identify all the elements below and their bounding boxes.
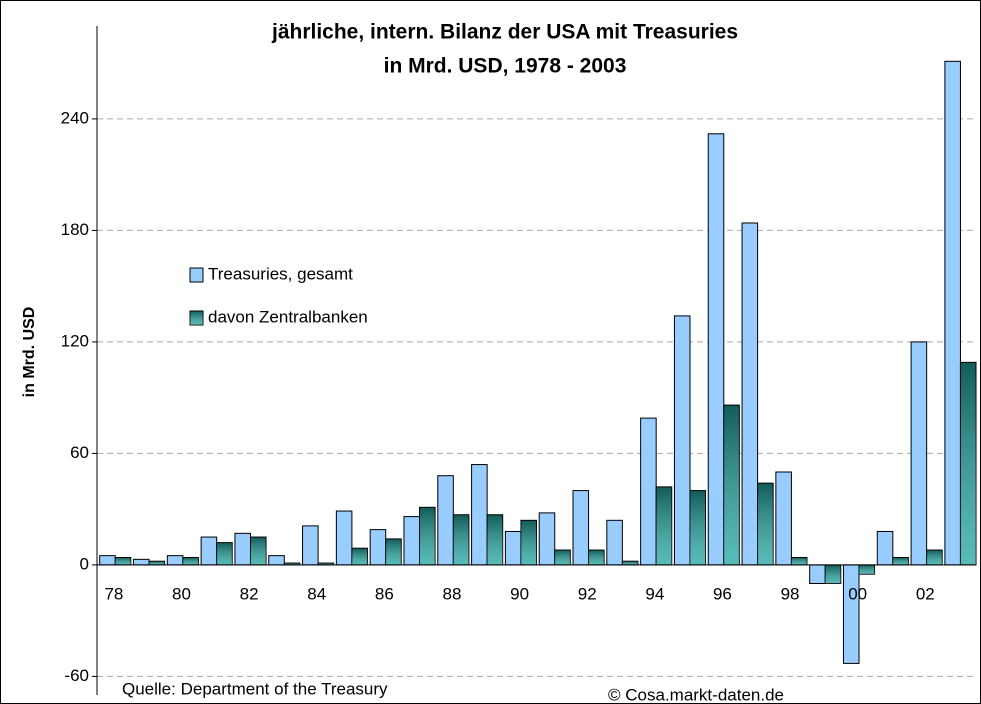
bar-shade	[757, 483, 774, 565]
bar-shade	[892, 557, 909, 565]
bar	[200, 536, 218, 566]
bar	[234, 532, 251, 566]
bar-shade	[520, 520, 537, 565]
x-tick-label: 02	[916, 584, 935, 603]
bar-shade	[588, 550, 605, 565]
bar	[335, 510, 353, 566]
bar-shade	[149, 561, 165, 565]
bar	[809, 564, 826, 585]
source-note: Quelle: Department of the Treasury	[122, 679, 388, 698]
bar	[673, 315, 691, 566]
bar-shade	[182, 557, 199, 565]
bar-shade	[791, 557, 807, 565]
legend-shade	[190, 311, 203, 325]
x-tick-label: 86	[375, 584, 394, 603]
copyright-note: © Cosa.markt-daten.de	[608, 685, 784, 704]
bar	[842, 564, 860, 664]
bar-shade	[656, 486, 672, 565]
bar-shade	[960, 362, 976, 565]
x-tick-label: 96	[713, 584, 732, 603]
x-tick-label: 88	[443, 584, 462, 603]
chart-title: jährliche, intern. Bilanz der USA mit Tr…	[271, 21, 738, 44]
x-tick-label: 78	[104, 584, 123, 603]
bar-shade	[825, 564, 841, 584]
bar-shade	[385, 538, 402, 565]
bar-shade	[115, 557, 131, 565]
bar-shade	[351, 548, 368, 565]
legend-swatch	[189, 267, 204, 283]
bar	[268, 555, 285, 566]
bar-shade	[419, 507, 436, 565]
bar	[99, 555, 116, 566]
bar	[302, 525, 319, 566]
x-tick-label: 80	[172, 584, 191, 603]
bar-shade	[250, 537, 267, 565]
bar	[504, 530, 522, 566]
x-tick-label: 00	[848, 584, 867, 603]
y-tick-label: -60	[64, 666, 89, 685]
x-tick-label: 94	[645, 584, 664, 603]
bar	[437, 475, 454, 566]
bar	[471, 464, 488, 566]
y-tick-label: 180	[61, 220, 89, 239]
bar	[910, 341, 928, 566]
x-tick-label: 84	[307, 584, 326, 603]
y-axis-label: in Mrd. USD	[21, 307, 38, 398]
bar-shade	[554, 550, 571, 565]
legend-label: Treasuries, gesamt	[208, 264, 353, 283]
bar	[606, 519, 623, 566]
bar	[133, 558, 150, 566]
y-tick-label: 240	[61, 108, 89, 127]
legend-label: davon Zentralbanken	[208, 307, 368, 326]
bar-shade	[622, 561, 638, 565]
bar	[572, 490, 590, 566]
y-tick-label: 60	[70, 443, 89, 462]
bar	[403, 516, 421, 566]
bar-shade	[723, 405, 740, 565]
bar-shade	[318, 563, 334, 565]
x-tick-label: 82	[240, 584, 259, 603]
bar	[166, 555, 184, 566]
bar	[707, 133, 725, 566]
bar-shade	[689, 490, 706, 565]
bar	[538, 512, 556, 566]
bar	[640, 417, 657, 566]
x-tick-label: 90	[510, 584, 529, 603]
bar-shade	[216, 542, 233, 565]
bar	[775, 471, 792, 566]
bar-shade	[859, 564, 875, 575]
y-tick-label: 0	[80, 554, 89, 573]
x-tick-label: 98	[781, 584, 800, 603]
bar	[876, 530, 894, 566]
bar-shade	[284, 563, 300, 565]
bar	[944, 60, 961, 566]
bar	[741, 222, 759, 566]
x-tick-label: 92	[578, 584, 597, 603]
y-tick-label: 120	[61, 331, 89, 350]
bar	[369, 529, 387, 566]
bar-shade	[487, 514, 503, 565]
bar-shade	[926, 550, 943, 565]
chart-subtitle: in Mrd. USD, 1978 - 2003	[384, 55, 627, 78]
bar-shade	[453, 514, 469, 565]
